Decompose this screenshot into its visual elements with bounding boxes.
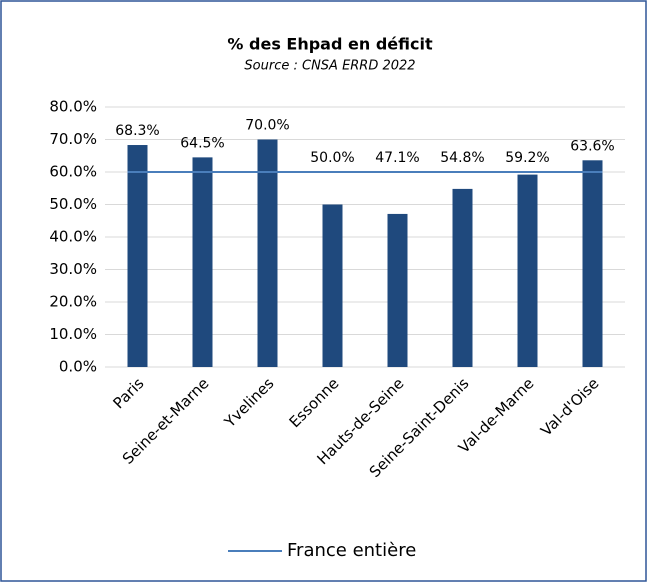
y-tick-label: 20.0% [49, 293, 97, 311]
value-label: 63.6% [570, 138, 614, 154]
bar [127, 145, 148, 367]
y-tick-label: 50.0% [49, 195, 97, 213]
legend-label: France entière [287, 540, 416, 561]
y-tick-label: 70.0% [49, 130, 97, 148]
y-tick-label: 10.0% [49, 325, 97, 343]
y-tick-label: 30.0% [49, 260, 97, 278]
value-label: 70.0% [245, 118, 289, 134]
chart-title: % des Ehpad en déficit [227, 35, 433, 54]
value-label: 68.3% [115, 123, 159, 139]
bar [322, 204, 343, 367]
chart-subtitle: Source : CNSA ERRD 2022 [244, 59, 415, 74]
value-label: 50.0% [310, 150, 354, 166]
bar [582, 160, 603, 367]
y-tick-label: 40.0% [49, 228, 97, 246]
bar [257, 139, 278, 367]
y-tick-label: 0.0% [59, 358, 97, 376]
value-label: 59.2% [505, 150, 549, 166]
value-label: 47.1% [375, 150, 419, 166]
value-label: 64.5% [180, 135, 224, 151]
bar [452, 188, 473, 367]
y-tick-label: 80.0% [49, 98, 97, 116]
bar [387, 213, 408, 367]
value-label: 54.8% [440, 150, 484, 166]
bar [192, 157, 213, 367]
bar [517, 174, 538, 367]
y-tick-label: 60.0% [49, 163, 97, 181]
